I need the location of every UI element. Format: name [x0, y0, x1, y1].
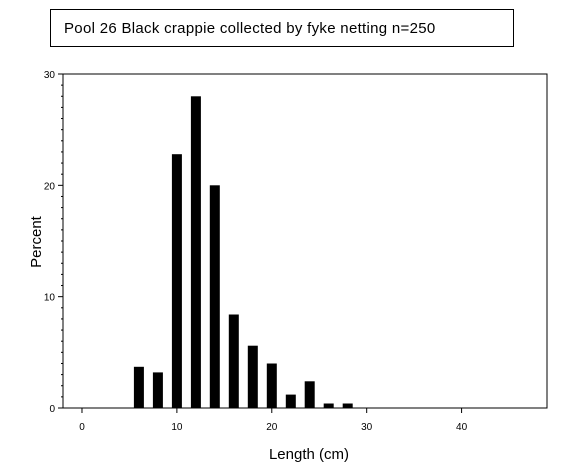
bar — [285, 394, 296, 408]
bar — [266, 363, 277, 408]
x-tick-label: 0 — [79, 422, 85, 433]
x-tick-label: 10 — [171, 422, 183, 433]
y-axis: 0 10 20 30 — [44, 70, 63, 415]
bar — [171, 154, 182, 408]
bar — [228, 314, 239, 408]
bar — [323, 403, 334, 408]
x-tick-label: 20 — [266, 422, 278, 433]
y-tick-label: 30 — [44, 70, 56, 81]
bar — [190, 96, 201, 409]
bar — [152, 372, 163, 408]
x-axis-title: Length (cm) — [269, 446, 349, 463]
x-tick-label: 40 — [456, 422, 468, 433]
y-tick-label: 0 — [49, 404, 55, 415]
y-tick-label: 10 — [44, 293, 56, 304]
x-tick-label: 30 — [361, 422, 373, 433]
y-tick-label: 20 — [44, 181, 56, 192]
bar — [304, 381, 315, 408]
chart-title: Pool 26 Black crappie collected by fyke … — [64, 20, 436, 37]
chart-title-box: Pool 26 Black crappie collected by fyke … — [50, 9, 514, 47]
x-axis: 0 10 20 30 40 — [79, 408, 468, 433]
plot-area — [62, 73, 548, 409]
bar — [133, 366, 144, 408]
y-axis-title: Percent — [28, 215, 45, 268]
bar — [209, 185, 220, 408]
bars-group — [133, 96, 353, 409]
bar — [247, 345, 258, 408]
bar — [342, 403, 353, 408]
